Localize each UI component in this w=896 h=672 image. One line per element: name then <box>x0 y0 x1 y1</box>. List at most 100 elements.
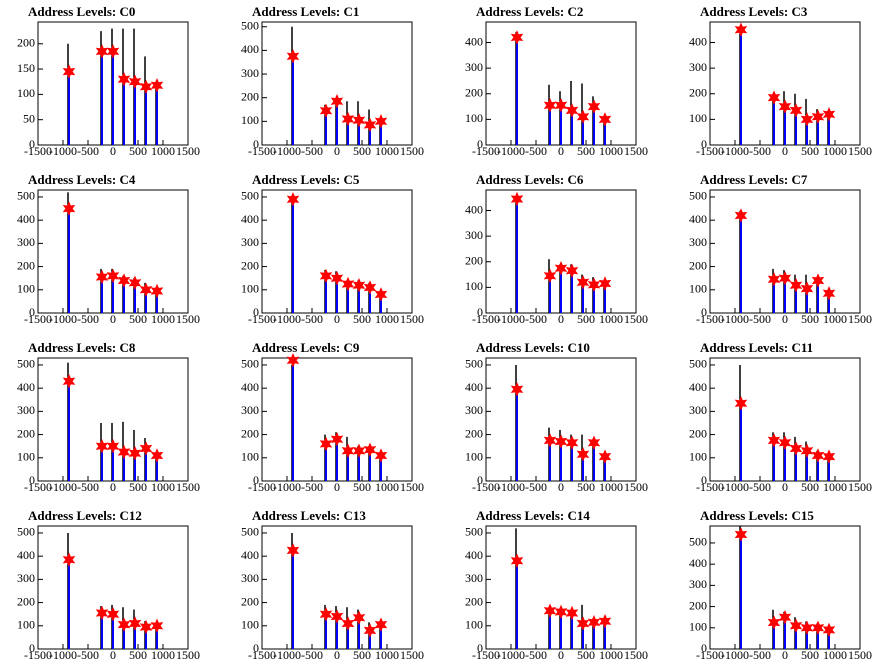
y-tick-label: 300 <box>465 571 483 585</box>
y-tick-label: 400 <box>689 212 707 226</box>
y-tick-label: 100 <box>465 450 483 464</box>
marker <box>767 615 781 630</box>
y-tick-label: 0 <box>477 473 483 487</box>
x-tick-label: -1500 <box>472 480 500 494</box>
marker <box>139 619 153 635</box>
x-tick-label: -1500 <box>24 312 52 326</box>
y-tick-label: 0 <box>253 305 259 319</box>
x-tick-label: 0 <box>558 312 564 326</box>
marker <box>95 44 109 59</box>
y-tick-label: 100 <box>465 111 483 125</box>
x-tick-label: -500 <box>749 648 771 662</box>
x-tick-label: 0 <box>110 144 116 158</box>
marker <box>510 553 524 569</box>
y-tick-label: 100 <box>17 450 35 464</box>
x-tick-label: -500 <box>301 312 323 326</box>
y-tick-label: 200 <box>241 258 259 272</box>
y-tick-label: 300 <box>689 577 707 591</box>
x-tick-label: 0 <box>334 144 340 158</box>
y-tick-label: 400 <box>241 42 259 56</box>
marker <box>598 276 612 291</box>
chart-title: Address Levels: C7 <box>700 172 808 187</box>
x-tick-label: 0 <box>558 648 564 662</box>
marker <box>117 444 131 460</box>
y-tick-label: 0 <box>29 137 35 151</box>
marker <box>341 443 355 459</box>
x-tick-label: 1500 <box>400 648 424 662</box>
marker <box>554 604 568 620</box>
marker <box>734 527 748 542</box>
y-tick-label: 0 <box>477 305 483 319</box>
x-tick-label: 500 <box>353 648 371 662</box>
x-tick-label: 0 <box>782 648 788 662</box>
chart-title: Address Levels: C9 <box>252 340 360 355</box>
marker <box>341 111 355 127</box>
marker <box>330 431 344 447</box>
marker <box>800 281 814 296</box>
y-tick-label: 200 <box>465 426 483 440</box>
marker <box>352 112 366 128</box>
y-tick-label: 300 <box>17 235 35 249</box>
x-tick-label: -500 <box>749 312 771 326</box>
x-tick-label: -1500 <box>248 144 276 158</box>
y-tick-label: 0 <box>29 473 35 487</box>
x-tick-label: 0 <box>334 312 340 326</box>
marker <box>330 270 344 286</box>
y-tick-label: 0 <box>253 137 259 151</box>
y-tick-label: 0 <box>29 305 35 319</box>
y-tick-label: 200 <box>17 258 35 272</box>
chart-title: Address Levels: C10 <box>476 340 590 355</box>
x-tick-label: -1500 <box>24 480 52 494</box>
marker <box>374 114 388 129</box>
x-tick-label: 500 <box>353 312 371 326</box>
y-tick-label: 100 <box>241 113 259 127</box>
x-tick-label: 0 <box>334 480 340 494</box>
marker <box>319 268 333 284</box>
y-tick-label: 200 <box>17 426 35 440</box>
x-tick-label: 0 <box>110 648 116 662</box>
x-tick-label: 0 <box>334 648 340 662</box>
marker <box>811 620 825 636</box>
y-tick-label: 500 <box>241 357 259 371</box>
y-tick-label: 200 <box>241 594 259 608</box>
x-tick-label: -1000 <box>721 648 749 662</box>
x-tick-label: 0 <box>558 480 564 494</box>
marker <box>789 441 803 456</box>
marker <box>800 443 814 459</box>
marker <box>789 618 803 633</box>
y-tick-label: 300 <box>241 235 259 249</box>
x-tick-label: -1500 <box>24 144 52 158</box>
y-tick-label: 300 <box>689 235 707 249</box>
y-tick-label: 300 <box>465 403 483 417</box>
marker <box>150 78 164 93</box>
chart-title: Address Levels: C0 <box>28 4 135 19</box>
y-tick-label: 0 <box>29 641 35 655</box>
chart-title: Address Levels: C1 <box>252 4 359 19</box>
y-tick-label: 200 <box>17 594 35 608</box>
y-tick-label: 500 <box>689 357 707 371</box>
x-tick-label: 1500 <box>400 480 424 494</box>
y-tick-label: 400 <box>465 34 483 48</box>
marker <box>554 434 568 449</box>
x-tick-label: 0 <box>110 480 116 494</box>
marker <box>286 49 300 64</box>
x-tick-label: -1500 <box>696 480 724 494</box>
marker <box>587 435 601 450</box>
marker <box>95 269 109 285</box>
x-tick-label: 500 <box>577 648 595 662</box>
y-tick-label: 100 <box>241 282 259 296</box>
marker <box>587 99 601 114</box>
marker <box>543 98 557 113</box>
y-tick-label: 0 <box>477 641 483 655</box>
x-tick-label: 1000 <box>599 144 623 158</box>
x-tick-label: 500 <box>577 480 595 494</box>
chart-title: Address Levels: C3 <box>700 4 808 19</box>
x-tick-label: -1000 <box>273 480 301 494</box>
marker <box>62 373 76 389</box>
x-tick-label: 1000 <box>375 312 399 326</box>
marker <box>800 112 814 127</box>
x-tick-label: 1000 <box>823 480 847 494</box>
marker <box>352 277 366 293</box>
y-tick-label: 150 <box>17 61 35 75</box>
